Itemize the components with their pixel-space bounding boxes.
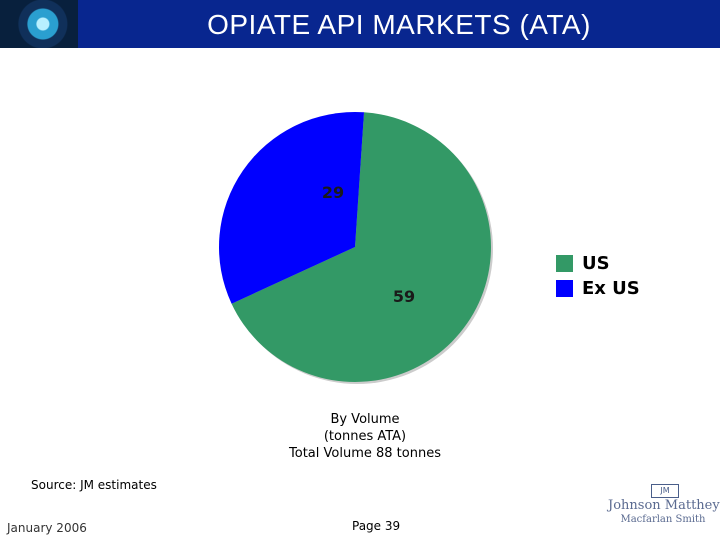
company-logo: JM Johnson Matthey Macfarlan Smith bbox=[608, 484, 720, 528]
legend-item-ex-us: Ex US bbox=[556, 276, 640, 301]
legend-label-us: US bbox=[582, 253, 610, 274]
caption-line-3: Total Volume 88 tonnes bbox=[289, 446, 441, 461]
data-label-ex-us: 29 bbox=[322, 183, 344, 202]
caption-line-2: (tonnes ATA) bbox=[323, 429, 407, 444]
source-note: Source: JM estimates bbox=[31, 478, 157, 492]
legend-swatch-us bbox=[556, 255, 573, 272]
logo-line-1: Johnson Matthey bbox=[608, 498, 720, 513]
chart-legend: US Ex US bbox=[556, 251, 640, 301]
legend-swatch-ex-us bbox=[556, 280, 573, 297]
data-label-us: 59 bbox=[393, 287, 415, 306]
legend-item-us: US bbox=[556, 251, 640, 276]
slide-title: OPIATE API MARKETS (ATA) bbox=[207, 9, 591, 40]
legend-label-ex-us: Ex US bbox=[582, 278, 640, 299]
title-bar: OPIATE API MARKETS (ATA) bbox=[0, 0, 720, 48]
pie-slice-ex-us bbox=[218, 111, 365, 304]
pie-slice-us bbox=[231, 112, 492, 382]
caption-line-1: By Volume bbox=[330, 412, 400, 427]
logo-mark: JM bbox=[651, 484, 679, 498]
footer-date: January 2006 bbox=[7, 521, 87, 535]
page-number: Page 39 bbox=[352, 519, 401, 533]
header-image bbox=[0, 0, 78, 48]
chart-caption: By Volume (tonnes ATA) Total Volume 88 t… bbox=[240, 411, 490, 462]
logo-line-2: Macfarlan Smith bbox=[620, 514, 706, 525]
